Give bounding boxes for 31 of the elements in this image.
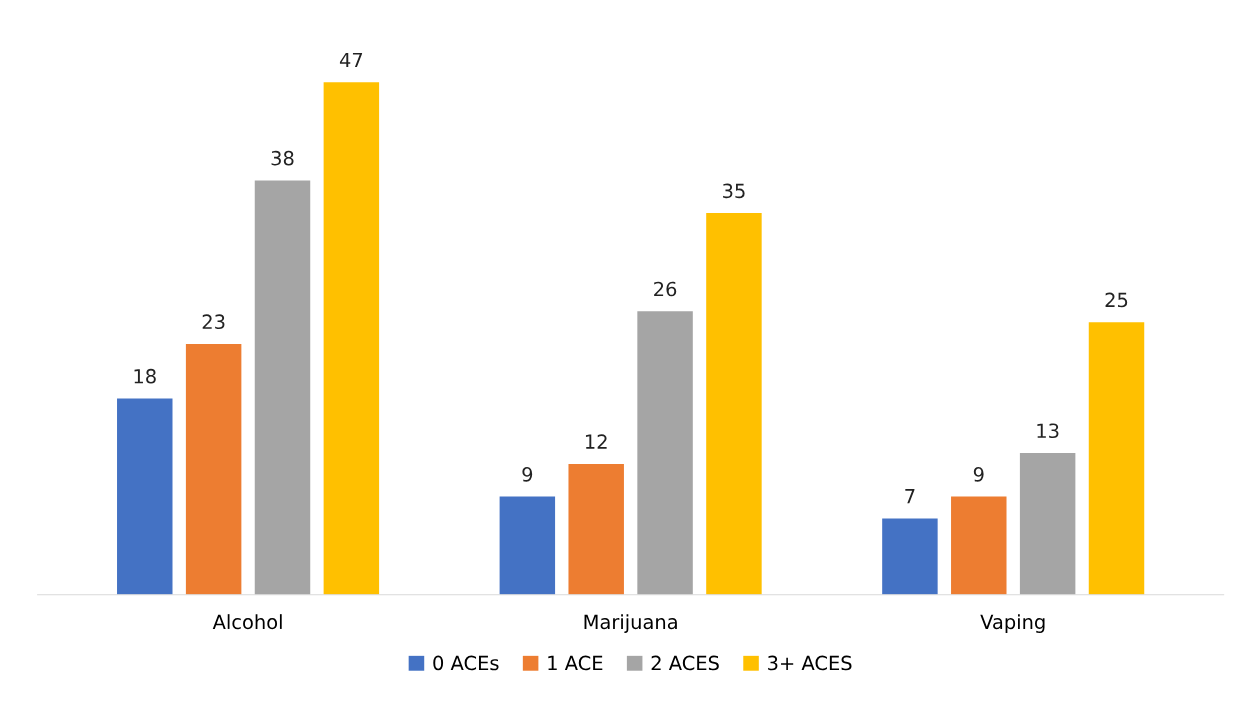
bar — [951, 496, 1007, 595]
data-label: 9 — [522, 467, 533, 482]
data-label: 9 — [973, 467, 984, 482]
bar — [637, 311, 693, 595]
bar — [568, 463, 624, 595]
x-tick-label: Marijuana — [584, 614, 677, 633]
x-tick-label: Alcohol — [212, 614, 282, 630]
legend-label: 3+ ACES — [768, 655, 852, 671]
data-label: 23 — [202, 314, 225, 330]
bar — [254, 180, 311, 595]
bar — [706, 213, 762, 595]
data-label: 7 — [905, 489, 915, 504]
data-label: 25 — [1105, 292, 1128, 308]
bar — [323, 82, 380, 595]
bar — [117, 398, 173, 595]
legend-label: 2 ACES — [651, 655, 719, 671]
data-label: 38 — [271, 150, 294, 166]
x-tick-label: Vaping — [980, 614, 1045, 633]
data-label: 47 — [339, 52, 363, 68]
data-label: 18 — [134, 368, 156, 384]
bar — [185, 343, 242, 595]
bar — [882, 518, 938, 595]
data-label: 35 — [723, 183, 745, 199]
data-label: 13 — [1037, 423, 1059, 439]
bar — [1088, 322, 1145, 595]
data-label: 12 — [585, 434, 607, 449]
data-label: 26 — [654, 281, 677, 297]
legend-label: 1 ACE — [548, 655, 603, 671]
bar — [499, 496, 556, 595]
legend-label: 0 ACEs — [433, 655, 499, 671]
bar — [1019, 452, 1076, 595]
